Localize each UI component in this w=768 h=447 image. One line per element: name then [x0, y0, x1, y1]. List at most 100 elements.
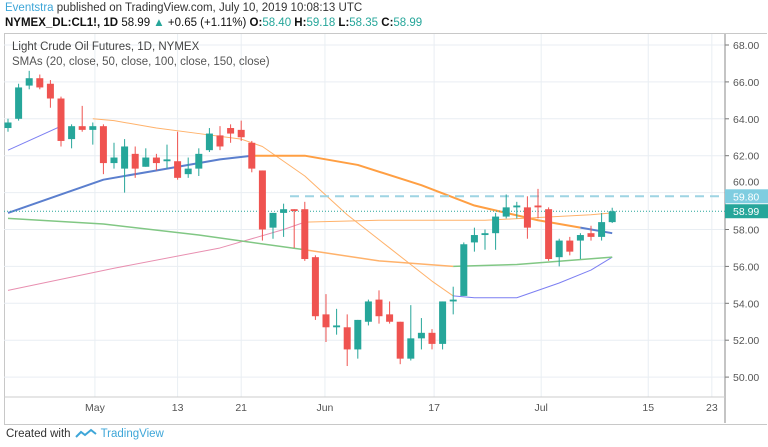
candle-body	[311, 257, 319, 317]
y-axis-label: 58.00	[733, 225, 759, 237]
candle-body	[205, 133, 213, 151]
sma-line-sma100	[7, 221, 305, 291]
y-axis-label: 56.00	[733, 261, 759, 273]
candle-body	[555, 240, 563, 258]
sma-line-sma50	[251, 154, 581, 229]
up-arrow-icon: ▲	[153, 17, 165, 29]
candle-body	[163, 159, 171, 162]
tradingview-logo-icon	[74, 428, 97, 438]
candle-body	[68, 126, 76, 140]
x-axis-label: Jul	[534, 402, 547, 414]
candle-body	[152, 157, 160, 164]
candle-body	[566, 240, 574, 252]
candle-body	[36, 78, 44, 88]
candle-body	[184, 168, 192, 175]
candle-body	[290, 209, 298, 212]
candle-body	[25, 78, 33, 86]
candle-body	[322, 314, 330, 328]
candle-body	[375, 299, 383, 317]
close-value: 58.99	[393, 17, 423, 29]
x-axis-label: 17	[428, 402, 440, 414]
candle-body	[523, 207, 531, 228]
candle-body	[110, 157, 118, 164]
price-change: +0.65 (+1.11%)	[167, 17, 247, 29]
candle-body	[598, 222, 606, 237]
candle-body	[608, 211, 616, 223]
y-axis-label: 52.00	[733, 335, 759, 347]
candle-body	[333, 325, 341, 328]
candle-body	[576, 235, 584, 241]
legend-title: Light Crude Oil Futures, 1D, NYMEX	[12, 41, 200, 53]
open-value: 58.40	[262, 17, 292, 29]
publish-text: published on TradingView.com, July 10, 2…	[56, 2, 363, 14]
sma-line-sma150	[453, 256, 613, 268]
sma-line-sma150	[7, 217, 305, 251]
footer: Created with TradingView	[6, 428, 164, 440]
x-axis-label: May	[85, 402, 106, 414]
footer-created: Created with	[6, 428, 71, 440]
y-axis-label: 60.00	[733, 176, 759, 188]
candle-body	[57, 98, 65, 141]
y-axis-label: 62.00	[733, 151, 759, 163]
legend-indicator[interactable]: SMAs (20, close, 50, close, 100, close, …	[12, 56, 270, 68]
candle-body	[513, 205, 521, 208]
candle-body	[449, 299, 457, 302]
candle-body	[89, 126, 97, 130]
sma-line-sma100	[304, 212, 613, 223]
candle-body	[280, 209, 288, 213]
candle-body	[131, 153, 139, 169]
last-price: 58.99	[121, 17, 151, 29]
publish-info: Eventstra published on TradingView.com, …	[5, 2, 362, 14]
candle-body	[502, 207, 510, 217]
symbol: NYMEX_DL:CL1!, 1D	[5, 17, 119, 29]
low-label: L:	[338, 17, 350, 29]
x-axis-label: 15	[642, 402, 654, 414]
sma-line-sma20	[92, 118, 454, 297]
candle-body	[407, 338, 415, 359]
sma-line-sma50	[580, 226, 613, 235]
sma-line-sma20	[7, 125, 62, 151]
sma-line-sma150	[304, 249, 454, 268]
candle-body	[4, 122, 12, 129]
candle-body	[78, 126, 86, 130]
candle-body	[396, 321, 404, 359]
price-badge	[725, 189, 768, 204]
high-label: H:	[294, 17, 307, 29]
candle-body	[174, 161, 182, 178]
candle-body	[428, 332, 436, 344]
low-value: 58.35	[349, 17, 379, 29]
x-axis-label: 21	[235, 402, 247, 414]
candle-body	[142, 157, 150, 167]
candle-body	[534, 205, 542, 208]
candle-body	[492, 216, 500, 234]
close-label: C:	[381, 17, 394, 29]
footer-brand[interactable]: TradingView	[100, 428, 164, 440]
candle-body	[227, 128, 235, 134]
price-badge-label: 59.80	[733, 191, 759, 203]
candle-body	[460, 244, 468, 296]
candle-body	[15, 87, 23, 119]
sma-line-sma20	[453, 256, 613, 299]
candle-body	[216, 135, 224, 147]
candle-body	[587, 233, 595, 237]
candle-body	[386, 314, 394, 322]
candle-body	[417, 332, 425, 339]
sma-line-sma50	[7, 154, 252, 214]
price-badge	[725, 204, 768, 219]
y-axis-label: 66.00	[733, 77, 759, 89]
symbol-quote: NYMEX_DL:CL1!, 1D 58.99 ▲ +0.65 (+1.11%)…	[5, 17, 422, 29]
candle-body	[364, 301, 372, 322]
author-link[interactable]: Eventstra	[5, 2, 54, 14]
candle-body	[470, 235, 478, 243]
y-axis-label: 50.00	[733, 372, 759, 384]
candle-body	[46, 83, 54, 99]
candle-body	[343, 327, 351, 350]
open-label: O:	[249, 17, 263, 29]
candle-body	[121, 146, 129, 169]
candle-body	[237, 129, 245, 138]
y-axis-label: 64.00	[733, 114, 759, 126]
candle-body	[258, 170, 266, 230]
candle-body	[354, 319, 362, 350]
candle-body	[301, 209, 309, 260]
